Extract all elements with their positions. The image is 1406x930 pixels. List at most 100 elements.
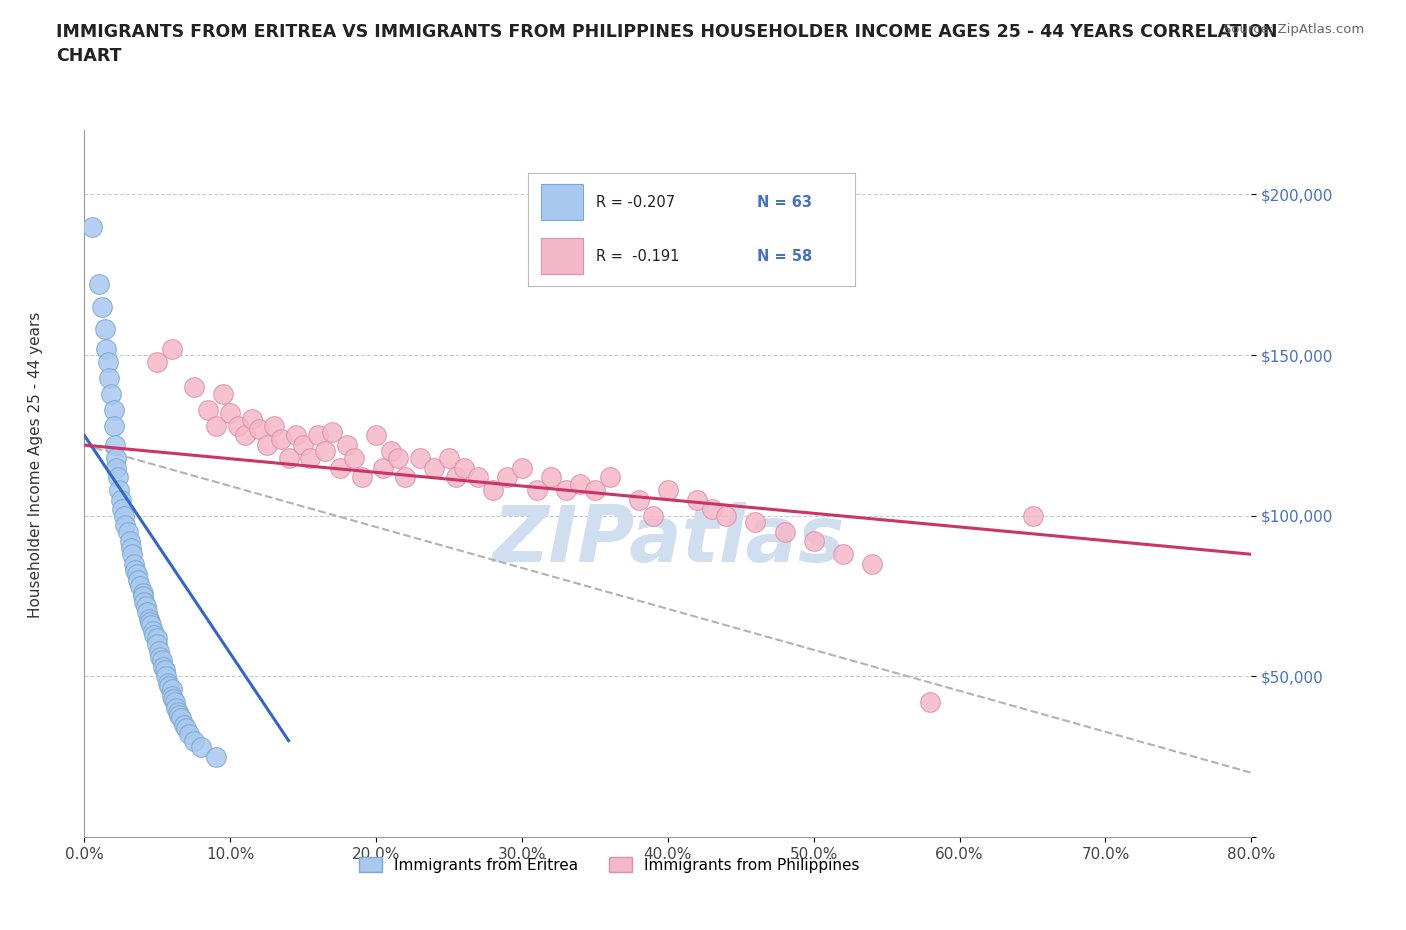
Point	[146, 354, 169, 369]
Point	[540, 470, 562, 485]
Point	[643, 509, 665, 524]
Point	[197, 403, 219, 418]
Point	[127, 573, 149, 588]
Point	[138, 611, 160, 626]
Point	[467, 470, 489, 485]
Point	[167, 708, 190, 723]
Point	[321, 425, 343, 440]
Point	[183, 379, 205, 394]
Text: ZIPatlas: ZIPatlas	[492, 502, 844, 578]
Point	[105, 450, 128, 465]
Point	[387, 450, 409, 465]
Point	[176, 721, 198, 736]
Point	[132, 589, 155, 604]
Point	[366, 428, 388, 443]
Point	[165, 701, 187, 716]
Point	[162, 691, 184, 706]
Point	[87, 277, 110, 292]
Point	[155, 669, 177, 684]
Point	[423, 460, 446, 475]
Point	[657, 483, 679, 498]
Point	[118, 534, 141, 549]
Point	[1021, 509, 1043, 524]
Point	[114, 518, 136, 533]
Point	[219, 405, 242, 420]
Point	[920, 695, 942, 710]
Point	[84, 107, 107, 122]
Point	[100, 386, 122, 401]
Point	[599, 470, 621, 485]
Point	[117, 525, 139, 539]
Point	[212, 386, 235, 401]
Point	[160, 688, 183, 703]
Point	[350, 470, 373, 485]
Point	[132, 585, 155, 600]
Point	[134, 595, 156, 610]
Point	[233, 428, 256, 443]
Point	[156, 675, 179, 690]
Point	[700, 502, 723, 517]
Point	[121, 547, 143, 562]
Point	[104, 438, 127, 453]
Point	[146, 637, 169, 652]
Point	[169, 711, 191, 725]
Point	[409, 450, 432, 465]
Point	[112, 509, 135, 524]
Point	[90, 299, 112, 314]
Point	[190, 739, 212, 754]
Point	[94, 322, 117, 337]
Point	[496, 470, 519, 485]
Point	[716, 509, 738, 524]
Point	[166, 704, 188, 719]
Point	[803, 534, 825, 549]
Point	[263, 418, 285, 433]
Point	[394, 470, 416, 485]
Point	[128, 579, 150, 594]
Point	[153, 662, 176, 677]
Point	[160, 341, 183, 356]
Point	[453, 460, 475, 475]
Point	[510, 460, 533, 475]
Point	[80, 219, 103, 234]
Point	[103, 418, 125, 433]
Point	[204, 750, 226, 764]
Point	[149, 650, 172, 665]
Point	[240, 412, 263, 427]
Point	[143, 627, 166, 642]
Point	[526, 483, 548, 498]
Point	[292, 438, 315, 453]
Legend: Immigrants from Eritrea, Immigrants from Philippines: Immigrants from Eritrea, Immigrants from…	[353, 851, 866, 879]
Point	[583, 483, 606, 498]
Point	[142, 624, 165, 639]
Point	[832, 547, 855, 562]
Point	[860, 556, 883, 571]
Text: IMMIGRANTS FROM ERITREA VS IMMIGRANTS FROM PHILIPPINES HOUSEHOLDER INCOME AGES 2: IMMIGRANTS FROM ERITREA VS IMMIGRANTS FR…	[56, 23, 1278, 65]
Point	[139, 615, 162, 630]
Point	[124, 563, 146, 578]
Text: Householder Income Ages 25 - 44 years: Householder Income Ages 25 - 44 years	[28, 312, 42, 618]
Point	[152, 659, 174, 674]
Text: Source: ZipAtlas.com: Source: ZipAtlas.com	[1223, 23, 1364, 36]
Point	[270, 432, 292, 446]
Point	[204, 418, 226, 433]
Point	[103, 403, 125, 418]
Point	[314, 444, 336, 458]
Point	[98, 370, 121, 385]
Point	[744, 514, 766, 529]
Point	[96, 341, 118, 356]
Point	[554, 483, 576, 498]
Point	[373, 460, 395, 475]
Point	[437, 450, 460, 465]
Point	[226, 418, 249, 433]
Point	[122, 556, 145, 571]
Point	[627, 492, 650, 507]
Point	[773, 525, 796, 539]
Point	[183, 733, 205, 748]
Point	[173, 717, 195, 732]
Point	[111, 502, 134, 517]
Point	[329, 460, 352, 475]
Point	[307, 428, 329, 443]
Point	[482, 483, 505, 498]
Point	[110, 492, 132, 507]
Point	[107, 470, 129, 485]
